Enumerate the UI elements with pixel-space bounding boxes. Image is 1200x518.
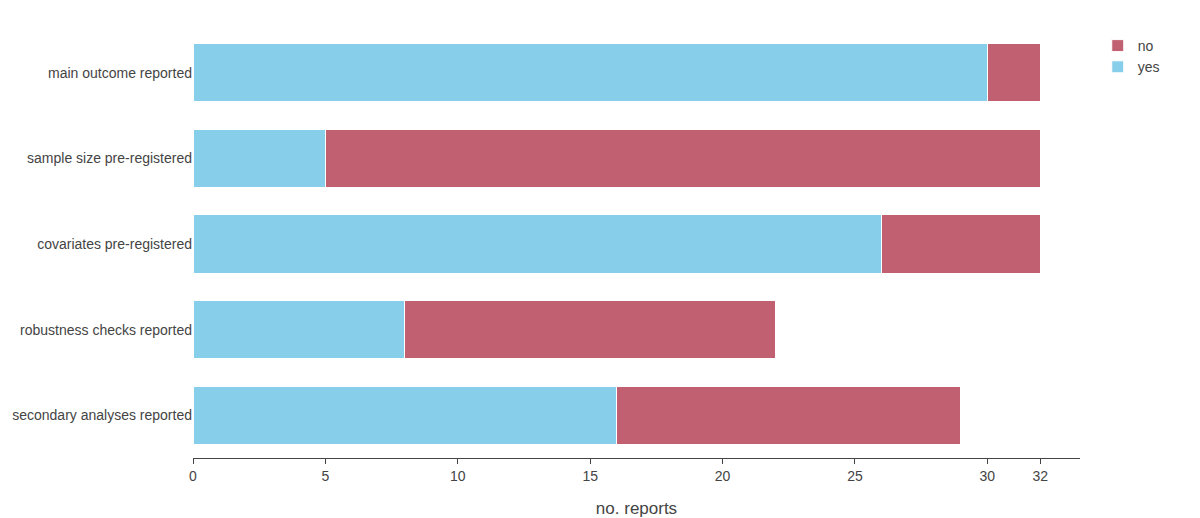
svg-text:secondary analyses reported: secondary analyses reported: [12, 407, 192, 423]
svg-text:25: 25: [847, 468, 863, 484]
svg-text:no: no: [1138, 38, 1154, 54]
svg-text:sample size pre-registered: sample size pre-registered: [27, 150, 192, 166]
svg-text:no. reports: no. reports: [596, 499, 677, 518]
svg-text:0: 0: [189, 468, 197, 484]
svg-text:covariates pre-registered: covariates pre-registered: [37, 236, 192, 252]
svg-text:30: 30: [980, 468, 996, 484]
svg-text:main outcome reported: main outcome reported: [48, 65, 192, 81]
svg-text:20: 20: [715, 468, 731, 484]
svg-text:5: 5: [321, 468, 329, 484]
svg-text:robustness checks reported: robustness checks reported: [20, 322, 192, 338]
svg-text:10: 10: [450, 468, 466, 484]
svg-text:yes: yes: [1138, 59, 1160, 75]
svg-text:15: 15: [582, 468, 598, 484]
svg-text:32: 32: [1032, 468, 1048, 484]
